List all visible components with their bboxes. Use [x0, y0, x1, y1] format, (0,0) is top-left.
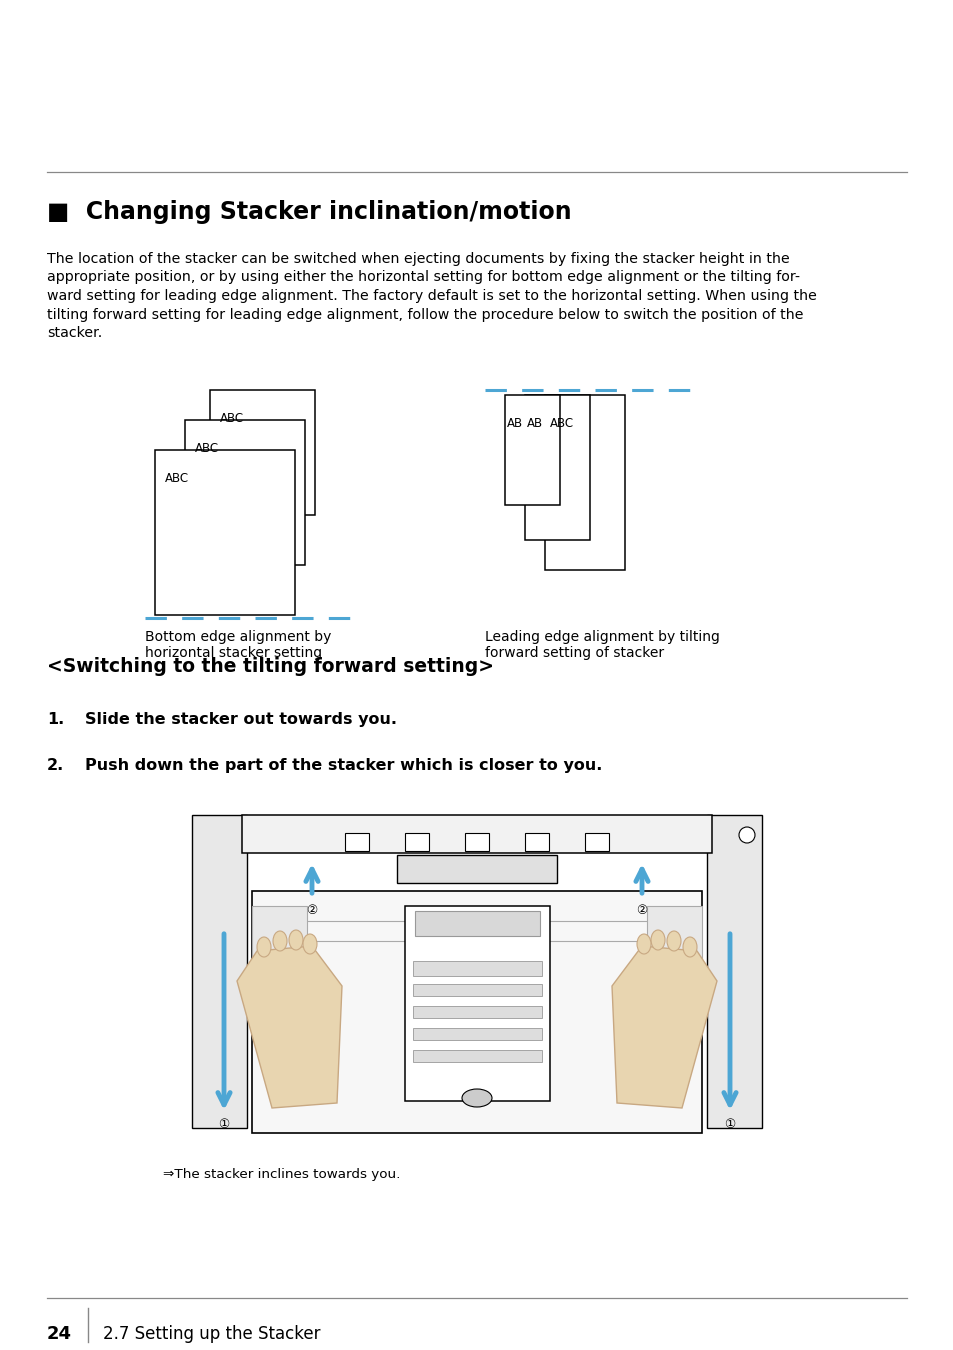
Text: ②: ②	[306, 904, 317, 918]
Bar	[413, 1050, 541, 1062]
Ellipse shape	[273, 931, 287, 950]
Bar	[413, 961, 541, 976]
Text: AB: AB	[506, 417, 522, 431]
Text: Leading edge alignment by tilting
forward setting of stacker: Leading edge alignment by tilting forwar…	[484, 630, 720, 660]
Ellipse shape	[289, 930, 303, 950]
Bar	[210, 390, 314, 514]
Bar	[464, 833, 489, 851]
Text: 24: 24	[47, 1324, 71, 1343]
Text: <Switching to the tilting forward setting>: <Switching to the tilting forward settin…	[47, 657, 494, 676]
Text: ABC: ABC	[220, 412, 244, 425]
Ellipse shape	[650, 930, 664, 950]
Bar	[413, 984, 541, 996]
Ellipse shape	[637, 934, 650, 954]
Polygon shape	[612, 946, 717, 1108]
Bar	[524, 833, 548, 851]
Text: ②: ②	[636, 904, 647, 918]
Bar	[413, 1006, 541, 1018]
Text: tilting forward setting for leading edge alignment, follow the procedure below t: tilting forward setting for leading edge…	[47, 308, 802, 321]
Text: ABC: ABC	[165, 472, 189, 485]
Text: 2.7 Setting up the Stacker: 2.7 Setting up the Stacker	[103, 1324, 320, 1343]
Bar	[544, 396, 624, 570]
Ellipse shape	[666, 931, 680, 950]
Bar	[504, 396, 559, 505]
Bar	[185, 420, 305, 566]
Polygon shape	[236, 946, 341, 1108]
Text: AB: AB	[526, 417, 542, 431]
Ellipse shape	[303, 934, 316, 954]
Polygon shape	[192, 815, 247, 1129]
Text: ward setting for leading edge alignment. The factory default is set to the horiz: ward setting for leading edge alignment.…	[47, 289, 816, 302]
Ellipse shape	[461, 1089, 492, 1107]
Bar	[345, 833, 369, 851]
Text: ①: ①	[218, 1119, 230, 1131]
Bar	[242, 815, 711, 853]
Text: ①: ①	[723, 1119, 735, 1131]
Bar	[584, 833, 608, 851]
Text: ⇒The stacker inclines towards you.: ⇒The stacker inclines towards you.	[163, 1168, 400, 1181]
Text: ABC: ABC	[194, 441, 219, 455]
Text: appropriate position, or by using either the horizontal setting for bottom edge : appropriate position, or by using either…	[47, 270, 800, 285]
Text: Slide the stacker out towards you.: Slide the stacker out towards you.	[85, 711, 396, 728]
Polygon shape	[706, 815, 761, 1129]
Text: The location of the stacker can be switched when ejecting documents by fixing th: The location of the stacker can be switc…	[47, 252, 789, 266]
Bar	[252, 906, 307, 961]
Text: Bottom edge alignment by
horizontal stacker setting: Bottom edge alignment by horizontal stac…	[145, 630, 331, 660]
Bar	[396, 855, 557, 883]
Bar	[154, 450, 294, 616]
Bar	[415, 911, 539, 936]
Bar	[413, 1027, 541, 1040]
Ellipse shape	[256, 937, 271, 957]
Ellipse shape	[682, 937, 697, 957]
Text: 1.: 1.	[47, 711, 64, 728]
Bar	[405, 906, 550, 1102]
Bar	[524, 396, 589, 540]
Circle shape	[739, 828, 754, 842]
Text: Push down the part of the stacker which is closer to you.: Push down the part of the stacker which …	[85, 757, 601, 774]
Bar	[646, 906, 701, 961]
Bar	[405, 833, 429, 851]
Text: stacker.: stacker.	[47, 325, 102, 340]
Bar	[252, 891, 701, 1133]
Text: ABC: ABC	[550, 417, 574, 431]
Text: ■  Changing Stacker inclination/motion: ■ Changing Stacker inclination/motion	[47, 200, 571, 224]
Text: 2.: 2.	[47, 757, 64, 774]
